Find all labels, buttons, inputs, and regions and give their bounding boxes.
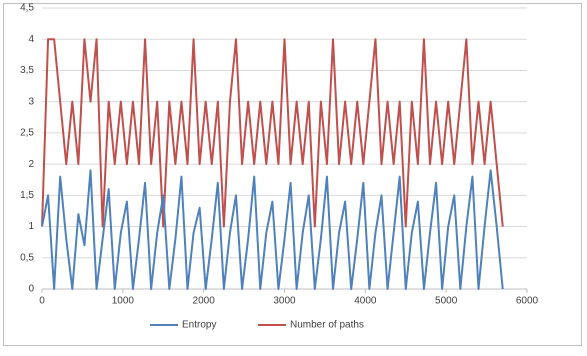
y-tick-label: 2 [28,159,34,170]
y-tick-label: 3 [28,96,34,107]
legend-label: Number of paths [290,320,364,331]
series-line [41,38,504,228]
y-tick-label: 0 [28,284,34,295]
y-tick-label: 0,5 [20,252,34,263]
x-tick-label: 0 [39,296,45,307]
y-tick-label: 4,5 [20,3,34,14]
y-tick-label: 1,5 [20,190,34,201]
x-tick-label: 5000 [435,296,458,307]
y-tick-label: 2,5 [20,128,34,139]
x-tick-label: 6000 [516,296,539,307]
x-tick-label: 4000 [354,296,377,307]
y-tick-label: 1 [28,221,34,232]
y-tick-label: 4 [28,34,34,45]
y-tick-label: 3,5 [20,65,34,76]
series-line [41,169,504,290]
x-tick-label: 3000 [273,296,296,307]
x-tick-label: 1000 [112,296,135,307]
x-tick-label: 2000 [193,296,216,307]
legend-label: Entropy [182,320,216,331]
